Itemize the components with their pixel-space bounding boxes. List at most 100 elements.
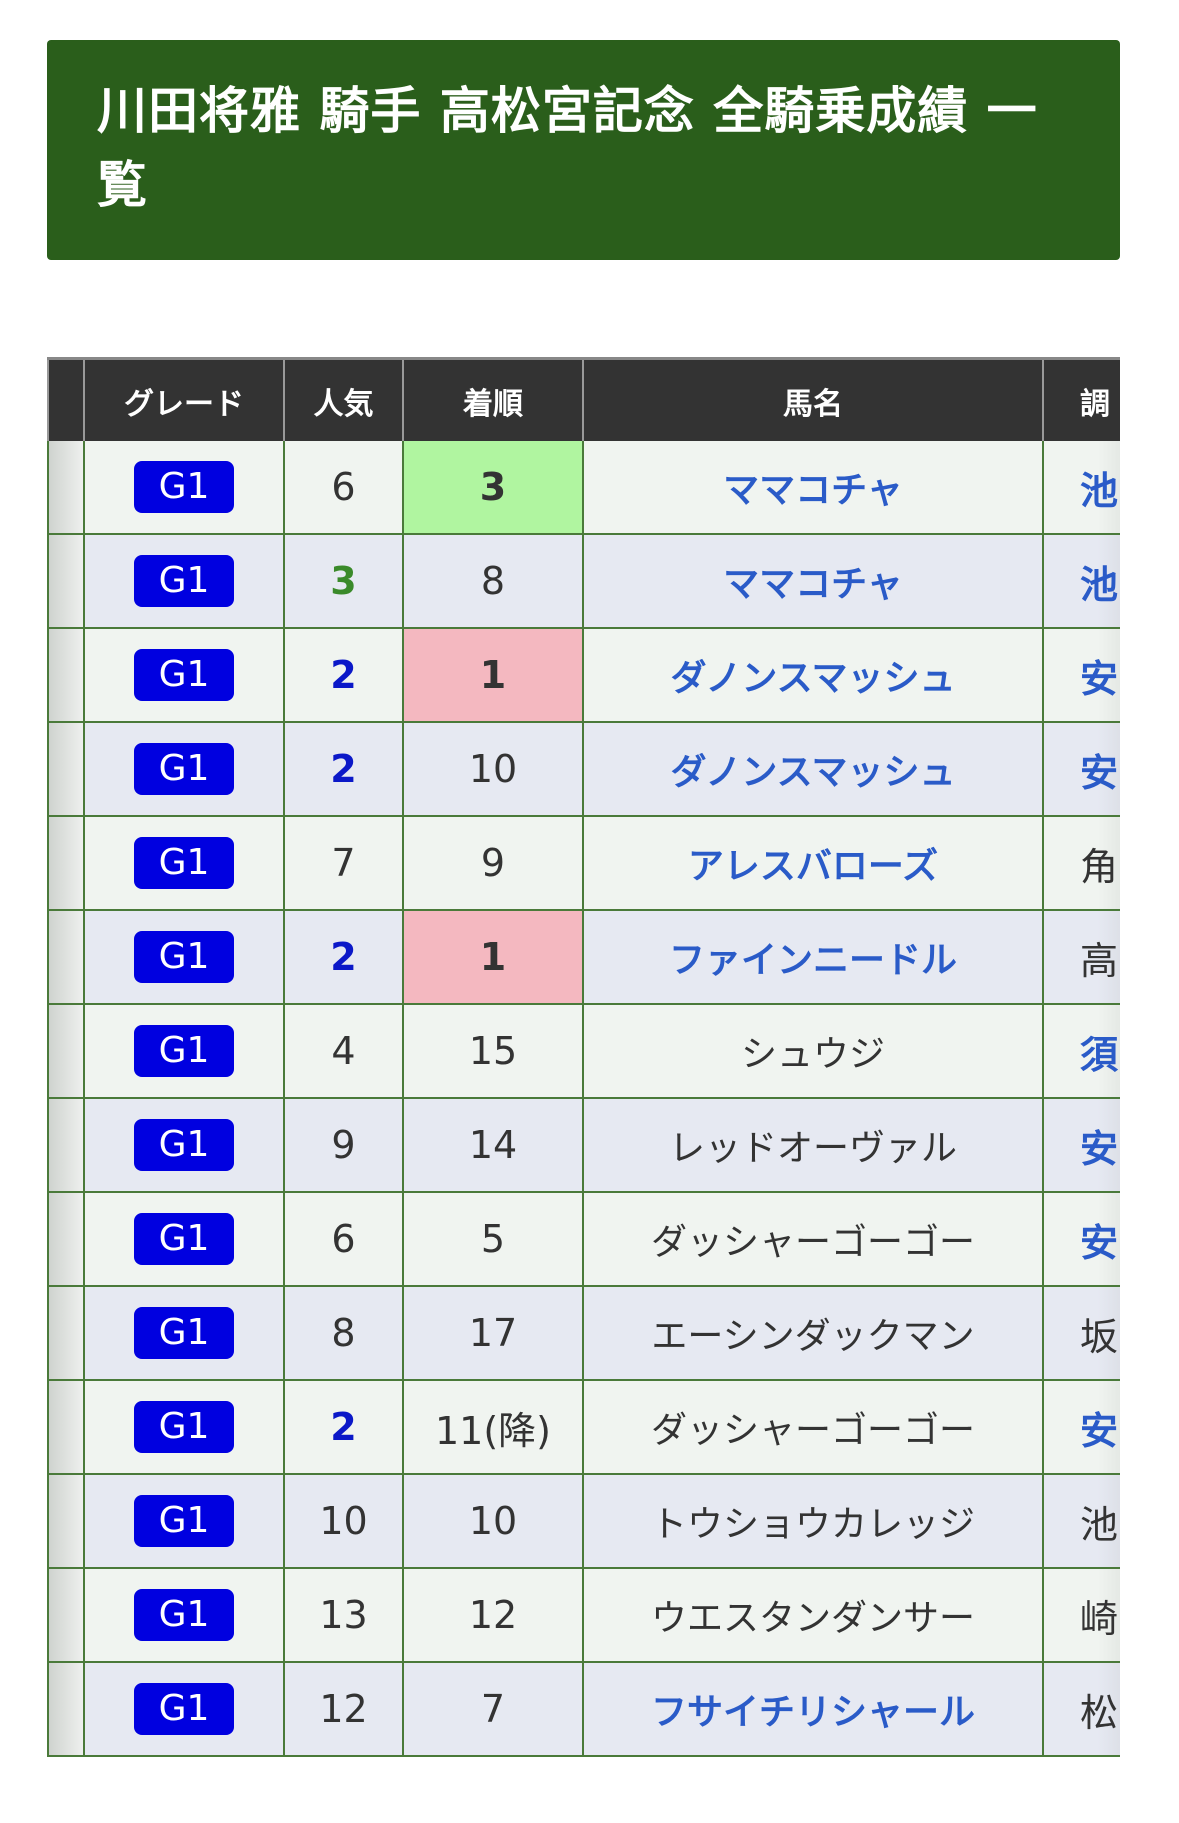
grade-badge: G1 <box>134 837 234 889</box>
horse-name-cell: トウショウカレッジ <box>582 1474 1043 1569</box>
trainer-link[interactable]: 池 <box>1080 562 1119 607</box>
finish-cell: 3 <box>402 441 583 535</box>
trainer-link[interactable]: 池 <box>1080 468 1119 513</box>
popularity-cell: 12 <box>283 1662 403 1757</box>
header-trainer[interactable]: 調 <box>1042 357 1120 441</box>
trainer-cell: 安 <box>1042 628 1120 723</box>
trainer-cell: 安 <box>1042 1098 1120 1193</box>
trainer-link[interactable]: 安 <box>1080 1126 1119 1171</box>
results-table-scroll[interactable]: グレード 人気 着順 馬名 調 G1 6 3 ママコチャ池 G1 3 8 ママコチャ池 G1 2 1… <box>47 357 1120 1757</box>
popularity-value: 7 <box>331 841 356 885</box>
trainer-name: 角 <box>1080 844 1119 889</box>
popularity-cell: 6 <box>283 441 403 535</box>
table-header-row: グレード 人気 着順 馬名 調 <box>47 357 1120 441</box>
table-row: G1 6 5 ダッシャーゴーゴー 安 <box>47 1192 1120 1287</box>
grade-badge: G1 <box>134 649 234 701</box>
row-stub <box>47 1568 84 1663</box>
grade-cell: G1 <box>83 910 284 1005</box>
trainer-link[interactable]: 安 <box>1080 750 1119 795</box>
header-grade[interactable]: グレード <box>83 357 284 441</box>
horse-name-cell: ダッシャーゴーゴー <box>582 1380 1043 1475</box>
row-stub <box>47 910 84 1005</box>
table-row: G1 2 1 ファインニードル 高 <box>47 910 1120 1005</box>
horse-name-cell: エーシンダックマン <box>582 1286 1043 1381</box>
popularity-cell: 2 <box>283 722 403 817</box>
grade-badge: G1 <box>134 1307 234 1359</box>
table-row: G1 4 15 シュウジ 須 <box>47 1004 1120 1099</box>
grade-cell: G1 <box>83 1662 284 1757</box>
horse-name-link[interactable]: アレスバローズ <box>687 846 939 887</box>
header-popularity[interactable]: 人気 <box>283 357 403 441</box>
row-stub <box>47 1192 84 1287</box>
horse-name: トウショウカレッジ <box>650 1504 975 1545</box>
grade-badge: G1 <box>134 1213 234 1265</box>
header-stub <box>47 357 84 441</box>
popularity-value: 6 <box>331 1217 356 1261</box>
table-row: G1 6 3 ママコチャ 池 <box>47 441 1120 535</box>
horse-name-cell: シュウジ <box>582 1004 1043 1099</box>
header-horse-name[interactable]: 馬名 <box>582 357 1043 441</box>
trainer-name: 坂 <box>1080 1314 1119 1359</box>
horse-name: レッドオーヴァル <box>668 1128 957 1169</box>
grade-badge: G1 <box>134 461 234 513</box>
grade-cell: G1 <box>83 1286 284 1381</box>
grade-cell: G1 <box>83 722 284 817</box>
grade-badge: G1 <box>134 1401 234 1453</box>
horse-name-link[interactable]: ダノンスマッシュ <box>670 658 956 699</box>
row-stub <box>47 441 84 535</box>
trainer-link[interactable]: 安 <box>1080 1408 1119 1453</box>
row-stub <box>47 1286 84 1381</box>
finish-cell: 7 <box>402 1662 583 1757</box>
row-stub <box>47 1474 84 1569</box>
table-row: G1 2 1 ダノンスマッシュ 安 <box>47 628 1120 723</box>
finish-cell: 1 <box>402 910 583 1005</box>
popularity-cell: 10 <box>283 1474 403 1569</box>
horse-name: ウエスタンダンサー <box>650 1598 975 1639</box>
trainer-link[interactable]: 安 <box>1080 656 1119 701</box>
trainer-cell: 池 <box>1042 441 1120 535</box>
popularity-value: 13 <box>319 1593 368 1637</box>
popularity-value: 2 <box>330 935 357 979</box>
grade-cell: G1 <box>83 1568 284 1663</box>
grade-badge: G1 <box>134 931 234 983</box>
row-stub <box>47 534 84 629</box>
horse-name-cell: ママコチャ <box>582 441 1043 535</box>
grade-cell: G1 <box>83 628 284 723</box>
trainer-name: 高 <box>1080 938 1119 983</box>
horse-name-link[interactable]: ママコチャ <box>723 564 903 605</box>
page-title-banner: 川田将雅 騎手 高松宮記念 全騎乗成績 一覧 <box>47 40 1120 260</box>
table-row: G1 2 11(降) ダッシャーゴーゴー 安 <box>47 1380 1120 1475</box>
horse-name-cell: ママコチャ <box>582 534 1043 629</box>
popularity-value: 6 <box>331 465 356 509</box>
horse-name-link[interactable]: ダノンスマッシュ <box>670 752 956 793</box>
popularity-value: 12 <box>319 1687 368 1731</box>
grade-badge: G1 <box>134 555 234 607</box>
trainer-link[interactable]: 須 <box>1080 1032 1119 1077</box>
trainer-cell: 須 <box>1042 1004 1120 1099</box>
horse-name-cell: ファインニードル <box>582 910 1043 1005</box>
trainer-link[interactable]: 安 <box>1080 1220 1119 1265</box>
table-row: G1 8 17 エーシンダックマン 坂 <box>47 1286 1120 1381</box>
grade-cell: G1 <box>83 441 284 535</box>
finish-cell: 8 <box>402 534 583 629</box>
grade-badge: G1 <box>134 1025 234 1077</box>
popularity-cell: 7 <box>283 816 403 911</box>
popularity-cell: 3 <box>283 534 403 629</box>
horse-name: ダッシャーゴーゴー <box>650 1222 975 1263</box>
trainer-name: 松 <box>1080 1690 1119 1735</box>
grade-cell: G1 <box>83 1192 284 1287</box>
finish-cell: 12 <box>402 1568 583 1663</box>
header-finish[interactable]: 着順 <box>402 357 583 441</box>
finish-cell: 14 <box>402 1098 583 1193</box>
grade-badge: G1 <box>134 1683 234 1735</box>
trainer-cell: 池 <box>1042 534 1120 629</box>
popularity-cell: 6 <box>283 1192 403 1287</box>
popularity-value: 2 <box>330 653 357 697</box>
row-stub <box>47 1662 84 1757</box>
finish-cell: 17 <box>402 1286 583 1381</box>
horse-name-link[interactable]: フサイチリシャール <box>650 1692 975 1733</box>
trainer-cell: 角 <box>1042 816 1120 911</box>
horse-name-link[interactable]: ファインニードル <box>668 940 957 981</box>
horse-name-link[interactable]: ママコチャ <box>723 470 903 511</box>
row-stub <box>47 628 84 723</box>
